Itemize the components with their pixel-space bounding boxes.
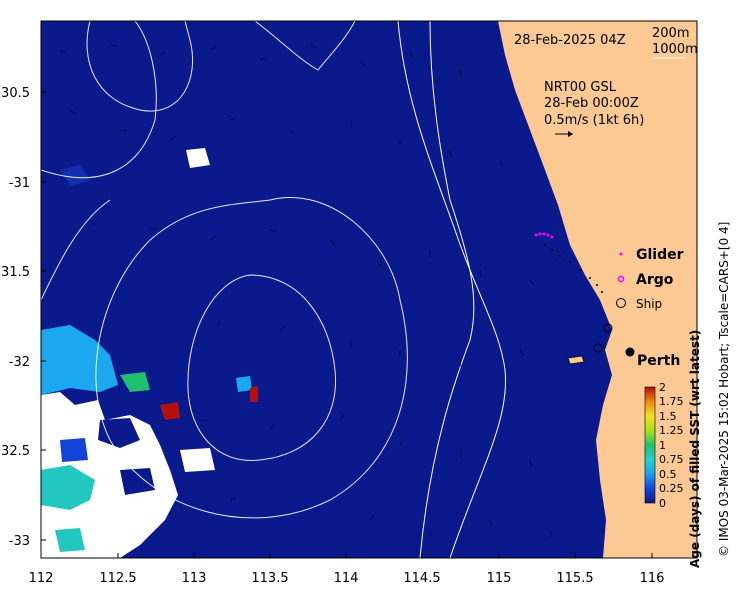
y-tick-label: -33 [9,534,30,549]
colorbar-tick: 0.75 [659,453,684,466]
y-tick-label: 32.5 [1,444,30,459]
colorbar-tick: 1.5 [659,410,677,423]
colorbar-tick: 1 [659,439,666,452]
ship-marker [593,343,603,353]
plot-frame [40,20,698,559]
x-tick-label: 113 [182,571,207,586]
current-scale-label: 0.5m/s (1kt 6h) [544,113,644,128]
glider-track [534,232,554,239]
colorbar-tick: 1.25 [659,424,684,437]
credit-text: © IMOS 03-Mar-2025 15:02 Hobart; Tscale=… [717,222,731,557]
x-tick-label: 113.5 [251,571,288,586]
colorbar-tick: 0.5 [659,468,677,481]
y-tick-label: -32 [9,355,30,370]
y-tick-label: 31.5 [1,265,30,280]
argo-legend-icon [617,275,625,283]
colorbar-tick: 0 [659,497,666,510]
depth-label-200m: 200m [652,26,689,41]
colorbar-tick: 2 [659,381,666,394]
scale-arrow-icon [555,131,573,137]
ship-track [544,244,603,293]
glider-legend-label: Glider [636,247,684,263]
ship-marker [603,323,613,333]
argo-legend-label: Argo [636,272,674,288]
x-tick-label: 112 [29,571,54,586]
y-tick-label: -31 [9,176,30,191]
colorbar-tick: 1.75 [659,395,684,408]
bathymetry-lines [397,21,507,558]
perth-marker [625,347,635,357]
current-time-label: 28-Feb 00:00Z [544,96,639,111]
y-axis: 30.5 -31 31.5 -32 32.5 -33 [1,86,46,549]
missing-data-area [41,148,258,558]
glider-legend-icon [619,252,623,256]
depth-label-1000m: 1000m [652,42,698,57]
x-tick-label: 112.5 [99,571,136,586]
colorbar-title: Age (days) of filled SST (wrt latest) [688,330,702,568]
x-tick-label: 116 [640,571,665,586]
current-vectors [59,44,553,538]
y-tick-label: 30.5 [1,86,30,101]
x-tick-label: 115 [487,571,512,586]
current-product-label: NRT00 GSL [544,80,617,95]
ship-legend-label: Ship [636,297,662,311]
x-axis: 112 112.5 113 113.5 114 114.5 115 115.5 … [29,553,665,586]
ship-legend-icon [616,298,626,308]
colorbar: 2 1.75 1.5 1.25 1 0.75 0.5 0.25 0 [644,381,684,510]
ssh-contours [41,21,408,519]
x-tick-label: 114.5 [403,571,440,586]
x-tick-label: 114 [334,571,359,586]
island [567,355,585,365]
timestamp-label: 28-Feb-2025 04Z [514,33,626,48]
x-tick-label: 115.5 [556,571,593,586]
city-label: Perth [637,353,680,369]
colorbar-tick: 0.25 [659,482,684,495]
